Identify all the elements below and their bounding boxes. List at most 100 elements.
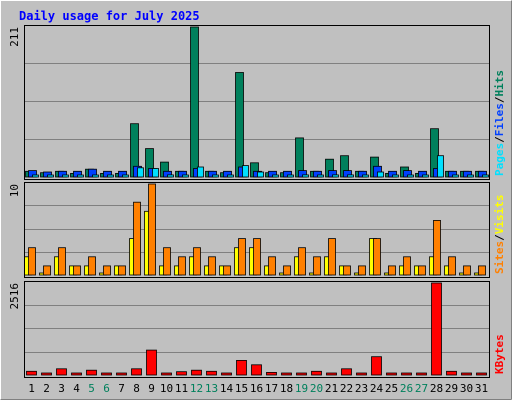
x-tick-label: 27 (415, 382, 428, 395)
bar-pages-day-22 (347, 174, 354, 178)
panel-visits_sites: 10 Sites/Visits (8, 182, 506, 278)
bar-kbytes-day-25 (386, 372, 397, 376)
plot-area (24, 281, 490, 378)
bar-sites-day-16 (253, 238, 261, 276)
bar-pages-day-24 (377, 171, 384, 178)
x-tick-label: 24 (370, 382, 384, 395)
bar-sites-day-31 (478, 265, 486, 276)
bar-pages-day-1 (32, 174, 39, 178)
bar-sites-day-27 (418, 265, 426, 276)
bar-kbytes-day-21 (326, 372, 337, 376)
bar-kbytes-day-13 (206, 370, 217, 376)
bar-kbytes-day-15 (236, 359, 247, 376)
bar-kbytes-day-3 (56, 368, 67, 376)
bar-sites-day-15 (238, 238, 246, 276)
bar-sites-day-10 (163, 247, 171, 276)
bar-pages-day-2 (47, 174, 54, 178)
plot-border (24, 182, 490, 278)
bar-sites-day-4 (73, 265, 81, 276)
bar-pages-day-30 (467, 174, 474, 178)
bar-kbytes-day-27 (416, 372, 427, 376)
bar-sites-day-21 (328, 238, 336, 276)
series-legend: Pages/Files/Hits (493, 70, 506, 176)
plot-area (24, 25, 490, 180)
bar-sites-day-18 (283, 265, 291, 276)
bar-kbytes-day-23 (356, 372, 367, 376)
y-max-label: 211 (8, 27, 21, 47)
series-legend: Sites/Visits (493, 195, 506, 275)
bar-kbytes-day-17 (266, 371, 277, 376)
bar-pages-day-4 (77, 174, 84, 178)
bar-pages-day-21 (332, 174, 339, 178)
x-tick-label: 11 (175, 382, 188, 395)
legend-entry-pages: Pages (493, 143, 506, 176)
legend-entry-visits: Visits (493, 195, 506, 235)
bar-sites-day-6 (103, 265, 111, 276)
bar-pages-day-20 (317, 174, 324, 178)
panel-kbytes: 2516 KBytes (8, 281, 506, 378)
bar-pages-day-6 (107, 174, 114, 178)
bar-pages-day-16 (257, 171, 264, 178)
bar-sites-day-8 (133, 201, 141, 276)
bar-kbytes-day-16 (251, 364, 262, 376)
bar-kbytes-day-12 (191, 369, 202, 376)
legend-entry-hits: Hits (493, 70, 506, 97)
bar-pages-day-26 (407, 174, 414, 178)
bar-kbytes-day-4 (71, 372, 82, 376)
x-tick-label: 20 (310, 382, 323, 395)
x-tick-label: 26 (400, 382, 413, 395)
bar-pages-day-18 (287, 174, 294, 178)
x-tick-label: 3 (58, 382, 65, 395)
x-tick-label: 29 (445, 382, 458, 395)
bar-kbytes-day-31 (476, 372, 487, 376)
bar-kbytes-day-1 (26, 370, 37, 376)
x-tick-label: 31 (475, 382, 488, 395)
x-tick-label: 12 (190, 382, 203, 395)
x-tick-label: 30 (460, 382, 473, 395)
bar-pages-day-7 (122, 174, 129, 178)
bar-kbytes-day-22 (341, 368, 352, 376)
bar-sites-day-2 (43, 265, 51, 276)
bar-pages-day-12 (197, 166, 204, 178)
x-tick-label: 7 (118, 382, 125, 395)
bar-kbytes-day-6 (101, 372, 112, 376)
bar-pages-day-23 (362, 174, 369, 178)
bar-sites-day-7 (118, 265, 126, 276)
bar-sites-day-14 (223, 265, 231, 276)
x-tick-label: 1 (28, 382, 35, 395)
bar-sites-day-23 (358, 265, 366, 276)
bar-pages-day-13 (212, 174, 219, 178)
x-tick-label: 9 (148, 382, 155, 395)
legend-separator: / (493, 96, 506, 103)
x-tick-label: 14 (220, 382, 234, 395)
bar-sites-day-13 (208, 256, 216, 276)
bar-pages-day-9 (152, 168, 159, 178)
x-tick-label: 18 (280, 382, 293, 395)
bar-sites-day-24 (373, 238, 381, 276)
x-tick-label: 2 (43, 382, 50, 395)
bar-kbytes-day-24 (371, 356, 382, 376)
bar-kbytes-day-19 (296, 372, 307, 376)
x-tick-label: 8 (133, 382, 140, 395)
x-tick-label: 21 (325, 382, 338, 395)
bar-pages-day-10 (167, 174, 174, 178)
bar-sites-day-20 (313, 256, 321, 276)
legend-separator: / (493, 234, 506, 241)
bar-sites-day-25 (388, 265, 396, 276)
bar-sites-day-9 (148, 183, 156, 276)
x-tick-label: 4 (73, 382, 80, 395)
x-tick-label: 10 (160, 382, 173, 395)
bar-pages-day-17 (272, 174, 279, 178)
y-max-label: 10 (8, 184, 21, 197)
bar-sites-day-1 (28, 247, 36, 276)
bar-pages-day-5 (92, 174, 99, 178)
bar-pages-day-15 (242, 165, 249, 178)
x-tick-label: 13 (205, 382, 218, 395)
bar-kbytes-day-20 (311, 370, 322, 376)
x-tick-label: 25 (385, 382, 398, 395)
bar-kbytes-day-7 (116, 372, 127, 376)
legend-entry-files: Files (493, 103, 506, 136)
series-legend: KBytes (493, 334, 506, 374)
